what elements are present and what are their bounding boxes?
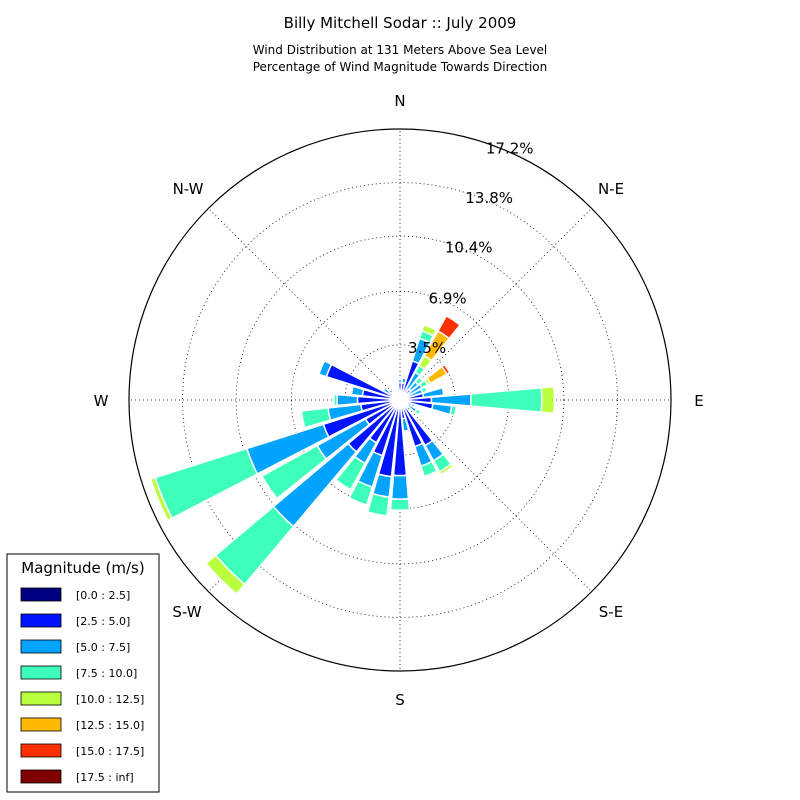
legend-label-0: [0.0 : 2.5] xyxy=(76,589,130,602)
direction-label-n: N xyxy=(394,92,405,110)
bar-dir-2-bin-4 xyxy=(420,323,438,337)
legend-swatch-0 xyxy=(20,587,62,602)
direction-label-s-e: S-E xyxy=(599,603,623,621)
bar-dir-3-bin-6 xyxy=(436,314,462,340)
bar-dir-23-bin-3 xyxy=(300,407,332,429)
radial-tick-label-3: 13.8% xyxy=(465,189,513,207)
legend-swatch-2 xyxy=(20,639,62,654)
bar-dir-13-bin-4 xyxy=(438,462,455,476)
bar-dir-16-bin-2 xyxy=(390,474,410,501)
direction-label-n-e: N-E xyxy=(598,180,624,198)
bar-dir-7-bin-3 xyxy=(441,386,447,396)
bar-dir-15-bin-2 xyxy=(401,417,410,433)
bar-dir-21-bin-3 xyxy=(260,444,328,500)
bar-dir-5-bin-6 xyxy=(440,363,451,376)
grid-ring-3 xyxy=(182,182,618,618)
radial-tick-labels: 3.5% 6.9% 10.4% 13.8% 17.2% xyxy=(408,140,533,357)
wind-bars xyxy=(149,314,556,596)
bar-dir-4-bin-4 xyxy=(418,374,426,382)
legend-label-3: [7.5 : 10.0] xyxy=(76,667,137,680)
bar-dir-31-bin-1 xyxy=(396,388,401,395)
bar-dir-25-bin-2 xyxy=(350,385,365,397)
bar-dir-26-bin-2 xyxy=(317,359,333,378)
legend-swatch-3 xyxy=(20,665,62,680)
bar-dir-11-bin-3 xyxy=(413,408,422,416)
legend-items: [0.0 : 2.5] [2.5 : 5.0] [5.0 : 7.5] [7.5 : … xyxy=(20,587,144,784)
legend-label-5: [12.5 : 15.0] xyxy=(76,719,144,732)
grid-spoke-7 xyxy=(208,208,401,401)
bar-dir-24-bin-2 xyxy=(336,393,359,407)
bar-dir-19-bin-3 xyxy=(334,455,367,491)
legend-swatch-5 xyxy=(20,717,62,732)
radial-tick-label-1: 6.9% xyxy=(429,290,467,308)
bar-dir-8-bin-3 xyxy=(469,387,543,413)
bar-dir-17-bin-3 xyxy=(366,492,391,517)
grid-ring-2 xyxy=(235,235,565,565)
bar-dir-9-bin-3 xyxy=(449,404,458,417)
legend-swatch-7 xyxy=(20,769,62,784)
bar-dir-9-bin-2 xyxy=(430,402,453,416)
bar-dir-24-bin-3 xyxy=(333,393,339,407)
radial-tick-label-0: 3.5% xyxy=(408,339,446,357)
bar-dir-18-bin-3 xyxy=(348,480,374,507)
radial-tick-label-2: 10.4% xyxy=(445,239,493,257)
direction-label-s: S xyxy=(395,691,405,709)
direction-label-w: W xyxy=(94,392,109,410)
direction-labels: N N-E E S-E S S-W W N-W xyxy=(94,92,704,709)
bar-dir-27-bin-2 xyxy=(382,387,392,395)
legend-label-2: [5.0 : 7.5] xyxy=(76,641,130,654)
bar-dir-22-bin-4 xyxy=(149,476,174,522)
direction-label-e: E xyxy=(694,392,703,410)
legend-swatch-4 xyxy=(20,691,62,706)
legend-label-1: [2.5 : 5.0] xyxy=(76,615,130,628)
legend: Magnitude (m/s) [0.0 : 2.5] [2.5 : 5.0] [5… xyxy=(6,553,160,793)
chart-subtitle-line-1: Wind Distribution at 131 Meters Above Se… xyxy=(253,43,548,57)
polar-outer-circle xyxy=(128,128,672,672)
direction-label-n-w: N-W xyxy=(173,180,204,198)
radial-tick-label-4: 17.2% xyxy=(486,140,534,158)
bar-dir-22-bin-3 xyxy=(154,447,259,520)
legend-swatch-1 xyxy=(20,613,62,628)
grid-spoke-3 xyxy=(399,399,592,592)
bar-dir-16-bin-3 xyxy=(389,498,411,512)
bar-dir-14-bin-4 xyxy=(423,470,439,480)
legend-label-6: [15.0 : 17.5] xyxy=(76,745,144,758)
chart-title: Billy Mitchell Sodar :: July 2009 xyxy=(284,14,517,32)
bar-dir-20-bin-4 xyxy=(204,554,246,596)
chart-subtitle-line-2: Percentage of Wind Magnitude Towards Dir… xyxy=(253,60,547,74)
bar-dir-8-bin-4 xyxy=(540,385,556,415)
legend-label-4: [10.0 : 12.5] xyxy=(76,693,144,706)
direction-label-s-w: S-W xyxy=(172,603,201,621)
legend-label-7: [17.5 : inf] xyxy=(76,771,134,784)
legend-swatch-6 xyxy=(20,743,62,758)
legend-title: Magnitude (m/s) xyxy=(21,559,144,577)
